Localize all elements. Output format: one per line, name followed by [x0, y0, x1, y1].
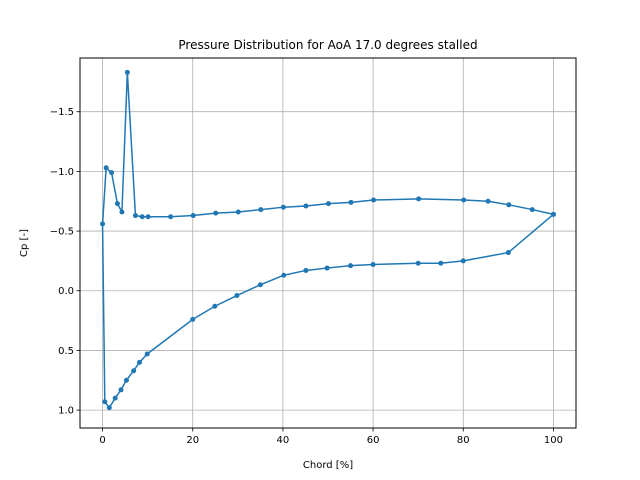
data-point [145, 214, 151, 220]
data-point [325, 201, 331, 207]
x-axis: 0 20 40 60 80 100 [99, 428, 563, 446]
data-point [460, 258, 466, 264]
data-point [124, 69, 130, 75]
y-tick-label: 0.0 [58, 286, 74, 297]
y-tick-label: −0.5 [50, 227, 74, 238]
x-tick-label: 80 [457, 435, 470, 446]
y-tick-label: −1.5 [50, 107, 74, 118]
data-point [550, 211, 556, 217]
data-point [370, 261, 376, 267]
series-layer [100, 69, 556, 411]
data-point [416, 196, 422, 202]
data-point [131, 368, 137, 374]
data-point [235, 209, 241, 215]
data-point [100, 221, 106, 227]
plot-frame [79, 57, 577, 429]
data-point [144, 351, 150, 357]
chart-title: Pressure Distribution for AoA 17.0 degre… [178, 38, 477, 52]
data-point [112, 395, 118, 401]
data-point [303, 203, 309, 209]
data-point [485, 198, 491, 204]
data-point [505, 250, 511, 256]
x-axis-label: Chord [%] [303, 460, 353, 471]
data-point [212, 303, 218, 309]
data-point [119, 209, 125, 215]
data-point [103, 165, 109, 171]
data-point [371, 197, 377, 203]
data-point [109, 170, 115, 176]
data-point [257, 282, 263, 288]
y-tick-label: −1.0 [50, 167, 74, 178]
data-point [132, 213, 138, 219]
data-point [106, 405, 112, 411]
data-point [258, 207, 264, 213]
data-point [506, 202, 512, 208]
data-point [529, 207, 535, 213]
data-point [348, 263, 354, 269]
data-point [190, 316, 196, 322]
data-point [303, 267, 309, 273]
x-tick-label: 100 [544, 435, 563, 446]
data-point [348, 199, 354, 205]
data-point [168, 214, 174, 220]
y-axis: −1.5 −1.0 −0.5 0.0 0.5 1.0 [50, 107, 80, 417]
y-axis-label: Cp [-] [19, 229, 30, 257]
x-tick-label: 40 [277, 435, 290, 446]
data-point [139, 214, 145, 220]
x-tick-label: 0 [99, 435, 105, 446]
data-point [213, 210, 219, 216]
x-tick-label: 20 [186, 435, 199, 446]
data-point [190, 213, 196, 219]
grid [80, 58, 576, 428]
data-point [118, 387, 124, 393]
data-point [137, 359, 143, 365]
data-point [438, 260, 444, 266]
y-tick-label: 0.5 [58, 346, 74, 357]
data-point [123, 377, 129, 383]
x-tick-label: 60 [367, 435, 380, 446]
y-tick-label: 1.0 [58, 406, 74, 417]
data-point [102, 399, 108, 405]
data-point [461, 197, 467, 203]
data-point [281, 272, 287, 278]
data-point [114, 201, 120, 207]
data-point [280, 204, 286, 210]
data-point [324, 265, 330, 271]
data-point [234, 293, 240, 299]
data-point [415, 260, 421, 266]
